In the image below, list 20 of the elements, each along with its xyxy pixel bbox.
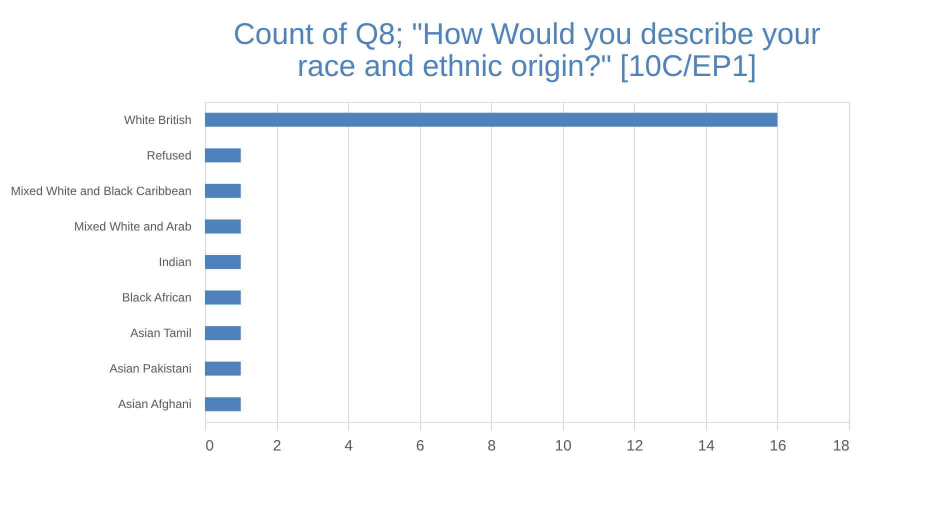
- x-tick-label: 8: [488, 438, 496, 454]
- x-tick-label: 10: [554, 438, 572, 454]
- y-tick-label: Asian Afghani: [118, 397, 192, 412]
- x-tick-label: 0: [206, 438, 214, 454]
- x-tick-label: 4: [344, 438, 353, 454]
- y-tick-label: Mixed White and Arab: [74, 219, 192, 234]
- y-tick-label: Refused: [146, 148, 192, 162]
- x-tick-label: 12: [626, 438, 644, 454]
- x-tick-label: 18: [832, 438, 850, 454]
- y-tick-label: Asian Tamil: [130, 326, 192, 340]
- x-tick-label: 16: [770, 438, 786, 454]
- y-tick-label: White British: [124, 112, 192, 127]
- y-tick-label: Black African: [122, 290, 192, 305]
- x-tick-label: 6: [416, 438, 424, 454]
- y-tick-label: Indian: [158, 255, 192, 269]
- chart-title: Count of Q8; "How Would you describe your race and ethnic origin?" [10C/EP1]: [233, 18, 821, 83]
- x-tick-label: 2: [272, 438, 282, 454]
- y-tick-label: Mixed White and Black Caribbean: [10, 184, 192, 198]
- y-tick-label: Asian Pakistani: [109, 362, 192, 376]
- x-tick-label: 14: [698, 438, 715, 454]
